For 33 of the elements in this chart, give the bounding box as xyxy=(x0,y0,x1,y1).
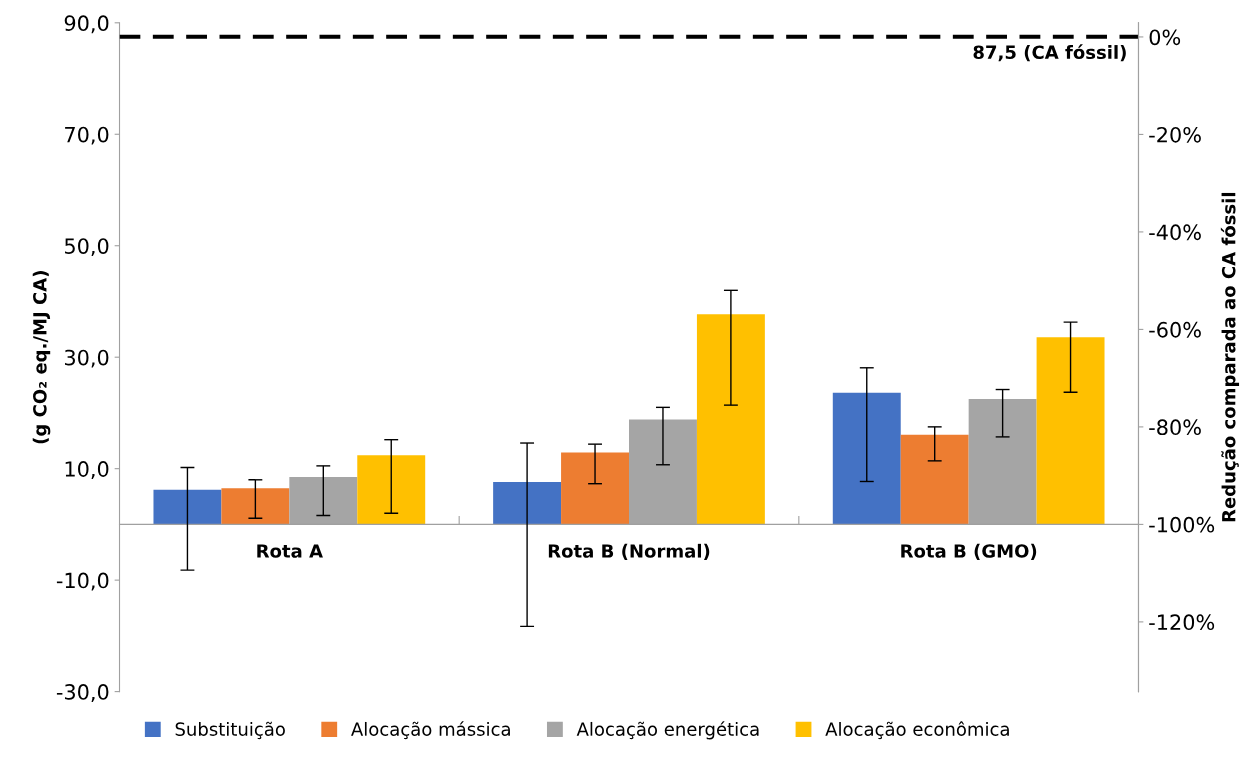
y-tick-label: -30,0 xyxy=(56,684,109,702)
legend-label: Alocação econômica xyxy=(825,721,1009,740)
bar xyxy=(561,452,629,525)
y2-tick-label: -80% xyxy=(1149,419,1201,436)
bar xyxy=(696,314,765,525)
y2-tick-label: -20% xyxy=(1149,126,1201,143)
bar xyxy=(1036,337,1105,525)
x-tick-label: Rota B (GMO) xyxy=(901,543,1037,560)
y-tick-label: 70,0 xyxy=(65,126,109,145)
y-axis-title: (g CO₂ eq./MJ CA) xyxy=(32,271,51,444)
y-tick-label: 10,0 xyxy=(65,461,109,479)
bar xyxy=(493,482,562,525)
y2-tick-label: -100% xyxy=(1149,516,1215,533)
y-tick-label: 50,0 xyxy=(65,238,109,257)
bar xyxy=(221,488,290,525)
y2-tick-label: -120% xyxy=(1149,614,1215,631)
x-tick-label: Rota A xyxy=(257,544,323,558)
y2-tick-label: -60% xyxy=(1149,321,1201,338)
legend-label: Alocação energética xyxy=(576,721,759,740)
y2-tick-label: -40% xyxy=(1149,224,1201,241)
y-tick-label: -10,0 xyxy=(56,572,109,591)
y2-axis-title: Redução comparada ao CA fóssil xyxy=(1220,192,1240,522)
y2-tick-label: 0% xyxy=(1149,29,1181,46)
bar xyxy=(357,455,426,525)
y-tick-label: 90,0 xyxy=(64,15,109,34)
bar xyxy=(832,392,901,525)
ref-line-label: 87,5 (CA fóssil) xyxy=(973,44,1126,62)
bar xyxy=(153,489,222,525)
bar xyxy=(900,434,969,525)
y-tick-label: 30,0 xyxy=(64,349,109,368)
x-tick-label: Rota B (Normal) xyxy=(548,543,710,560)
legend-label: Alocação mássica xyxy=(351,721,510,740)
legend-label: Substituição xyxy=(175,721,285,740)
